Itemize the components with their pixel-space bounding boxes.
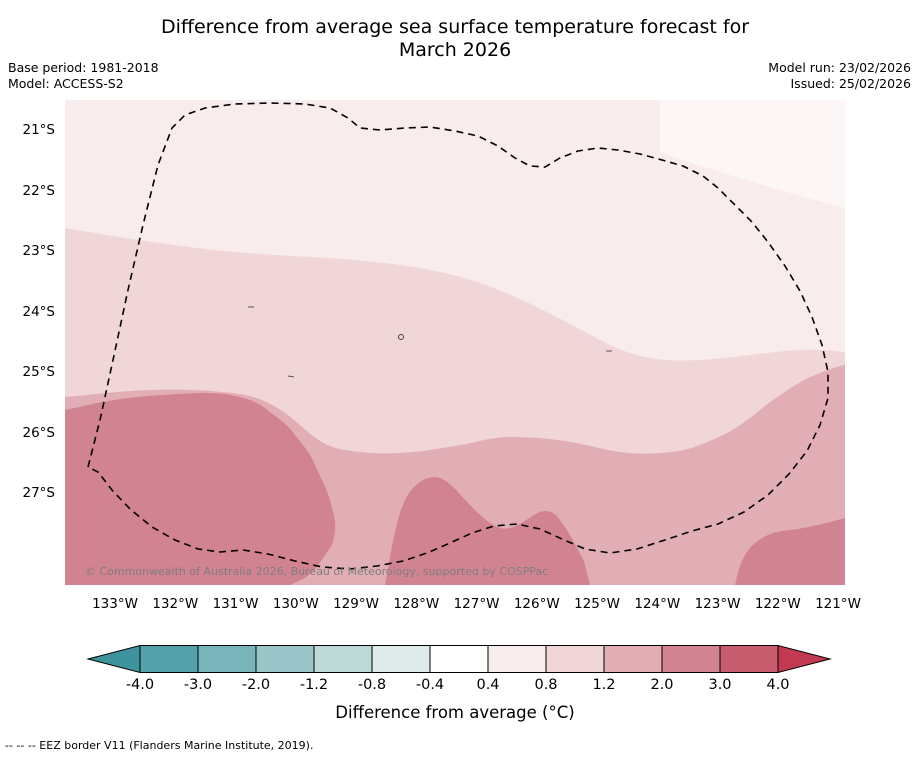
contour-patch-2.0-3.0-south <box>385 477 590 585</box>
colorbar-segment <box>313 645 373 673</box>
contour-band-northeast-light <box>660 100 845 208</box>
eez-footnote: -- -- -- EEZ border V11 (Flanders Marine… <box>5 739 314 752</box>
lon-tick-label: 133°W <box>92 596 138 612</box>
colorbar-tick-label: -3.0 <box>183 677 213 693</box>
colorbar-tick-label: -0.4 <box>415 677 445 693</box>
colorbar-tick-label: 1.2 <box>592 677 616 693</box>
lat-axis: 21°S 22°S 23°S 24°S 25°S 26°S 27°S <box>0 0 60 630</box>
issued-text: Issued: 25/02/2026 <box>790 76 912 91</box>
contour-patch-2.0-3.0-southeast <box>735 518 845 585</box>
colorbar-tick-label: 4.0 <box>766 677 790 693</box>
lon-tick-label: 122°W <box>754 596 801 612</box>
lat-tick-label: 24°S <box>22 303 56 320</box>
colorbar-segment <box>719 645 779 673</box>
lat-tick-label: 21°S <box>22 122 56 138</box>
chart-title-line2: March 2026 <box>398 39 512 61</box>
chart-title-line1: Difference from average sea surface temp… <box>160 16 750 38</box>
colorbar-left-arrow <box>86 644 141 674</box>
colorbar <box>86 644 832 674</box>
colorbar-segment <box>197 645 257 673</box>
lon-tick-label: 128°W <box>393 596 440 612</box>
colorbar-segment <box>429 645 489 673</box>
lon-tick-label: 125°W <box>574 596 620 612</box>
model-text: Model: ACCESS-S2 <box>8 76 124 91</box>
colorbar-segment <box>139 645 199 673</box>
colorbar-segment <box>487 645 547 673</box>
colorbar-ticks: -4.0 -3.0 -2.0 -1.2 -0.8 -0.4 0.4 0.8 1.2 2.0 3.0 4… <box>0 677 919 697</box>
lat-tick-label: 23°S <box>22 243 56 259</box>
lat-tick-label: 25°S <box>22 364 56 380</box>
colorbar-segment <box>661 645 721 673</box>
colorbar-label: Difference from average (°C) <box>335 703 575 722</box>
colorbar-tick-label: -2.0 <box>241 677 271 693</box>
lon-tick-label: 123°W <box>694 596 741 612</box>
contour-patch-2.0-3.0-southwest <box>65 393 336 585</box>
chart-title: Difference from average sea surface temp… <box>65 16 845 62</box>
colorbar-right-arrow <box>777 644 832 674</box>
lon-tick-label: 129°W <box>333 596 379 612</box>
base-period-text: Base period: 1981-2018 <box>8 60 159 75</box>
lat-tick-label: 27°S <box>22 485 56 501</box>
lon-tick-label: 130°W <box>272 596 319 612</box>
colorbar-tick-label: 0.8 <box>534 677 558 693</box>
colorbar-tick-label: -4.0 <box>125 677 155 693</box>
lat-tick-label: 22°S <box>22 182 56 199</box>
lon-tick-label: 131°W <box>212 596 259 612</box>
meta-right: Model run: 23/02/2026 Issued: 25/02/2026 <box>768 60 911 92</box>
colorbar-tick-label: 2.0 <box>650 677 674 693</box>
lon-tick-label: 127°W <box>453 596 500 612</box>
lon-tick-label: 124°W <box>634 596 681 612</box>
minor-contour-ring <box>398 334 404 340</box>
colorbar-segment <box>255 645 315 673</box>
colorbar-tick-label: -1.2 <box>299 677 329 693</box>
copyright-text: © Commonwealth of Australia 2026, Bureau… <box>85 565 549 578</box>
meta-left: Base period: 1981-2018 Model: ACCESS-S2 <box>8 60 159 92</box>
sst-anomaly-map <box>65 100 845 585</box>
minor-contour-marks <box>248 306 612 378</box>
colorbar-tick-label: 3.0 <box>708 677 732 693</box>
colorbar-segment <box>371 645 431 673</box>
model-run-text: Model run: 23/02/2026 <box>768 60 911 75</box>
colorbar-segment <box>603 645 663 673</box>
eez-border-line <box>87 102 829 570</box>
lon-tick-label: 121°W <box>815 596 861 612</box>
colorbar-tick-label: -0.8 <box>357 677 387 693</box>
colorbar-tick-label: 0.4 <box>476 677 500 693</box>
lon-tick-label: 132°W <box>152 596 199 612</box>
colorbar-segment <box>545 645 605 673</box>
lat-tick-label: 26°S <box>22 424 56 441</box>
lon-tick-label: 126°W <box>513 596 560 612</box>
lon-axis: 133°W 132°W 131°W 130°W 129°W 128°W 127°W 126°W… <box>0 596 919 616</box>
